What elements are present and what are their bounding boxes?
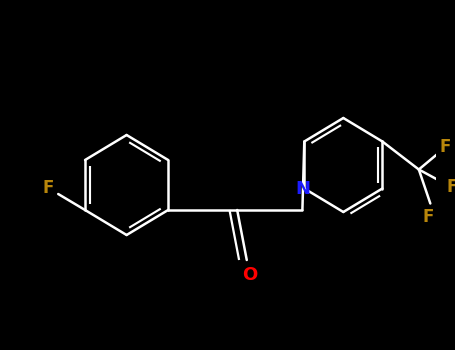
- Text: O: O: [242, 266, 257, 284]
- Text: F: F: [447, 178, 455, 196]
- Text: F: F: [423, 209, 434, 226]
- Text: N: N: [295, 180, 310, 197]
- Text: F: F: [43, 179, 54, 197]
- Text: F: F: [440, 139, 451, 156]
